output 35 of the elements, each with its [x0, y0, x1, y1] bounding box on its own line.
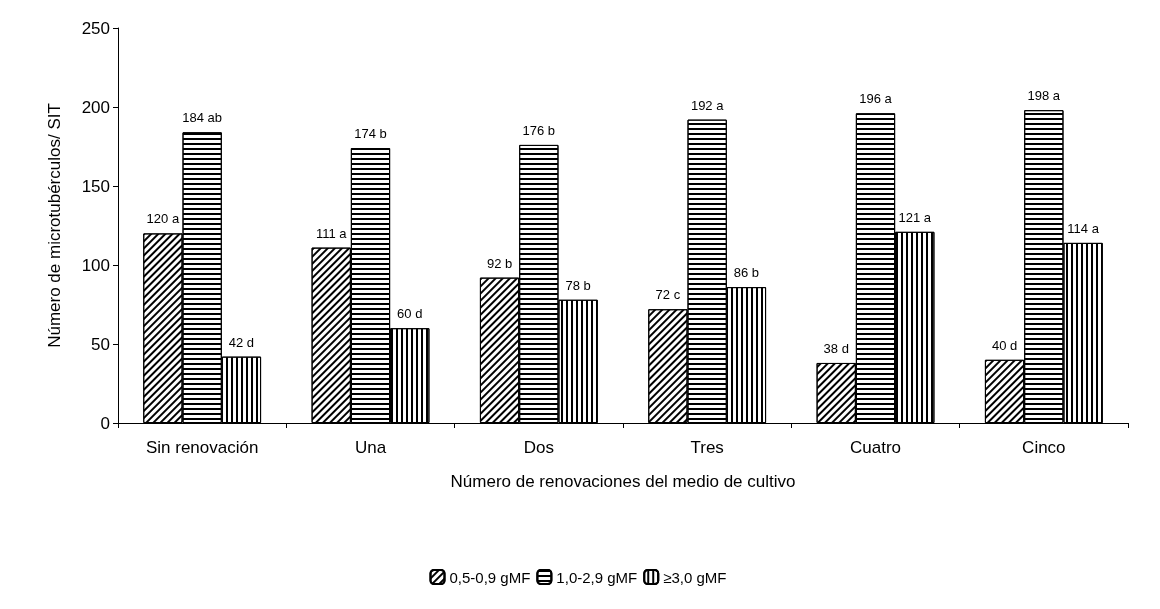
data-label: 114 a [1067, 220, 1100, 236]
data-label: 72 c [655, 287, 681, 303]
data-label: 192 a [690, 97, 725, 113]
x-axis-title: Número de renovaciones del medio de cultivo [450, 472, 796, 491]
data-label: 86 b [733, 265, 760, 281]
data-label: 38 d [823, 340, 849, 356]
data-label: 176 b [522, 122, 556, 138]
y-tick-label: 100 [81, 255, 110, 275]
data-label: 174 b [354, 126, 387, 142]
data-label: 111 a [315, 225, 348, 241]
legend-label: ≥3,0 gMF [663, 568, 727, 586]
legend-label: 0,5-0,9 gMF [449, 568, 531, 586]
x-tick-label: Una [354, 438, 387, 457]
y-tick-label: 250 [81, 18, 110, 38]
data-label: 60 d [397, 306, 423, 322]
y-axis-title: Número de microtubérculos/ SIT [45, 103, 64, 348]
data-label: 42 d [228, 334, 255, 350]
x-tick-label: Sin renovación [145, 438, 259, 457]
x-tick-label: Cinco [1022, 438, 1066, 457]
x-tick-label: Cuatro [849, 438, 902, 457]
data-label: 198 a [1027, 88, 1061, 104]
data-label: 92 b [486, 255, 513, 271]
y-tick-label: 150 [81, 176, 110, 196]
legend-label: 1,0-2,9 gMF [556, 568, 638, 586]
x-tick-label: Dos [523, 438, 554, 457]
data-label: 78 b [565, 277, 591, 293]
data-label: 120 a [146, 211, 180, 227]
x-tick-label: Tres [690, 438, 724, 457]
y-tick-label: 50 [91, 334, 110, 354]
data-label: 40 d [991, 337, 1018, 353]
y-tick-label: 200 [81, 97, 110, 117]
data-label: 184 ab [182, 110, 223, 126]
data-label: 196 a [859, 91, 893, 107]
y-tick-label: 0 [100, 413, 110, 433]
data-label: 121 a [898, 209, 932, 225]
